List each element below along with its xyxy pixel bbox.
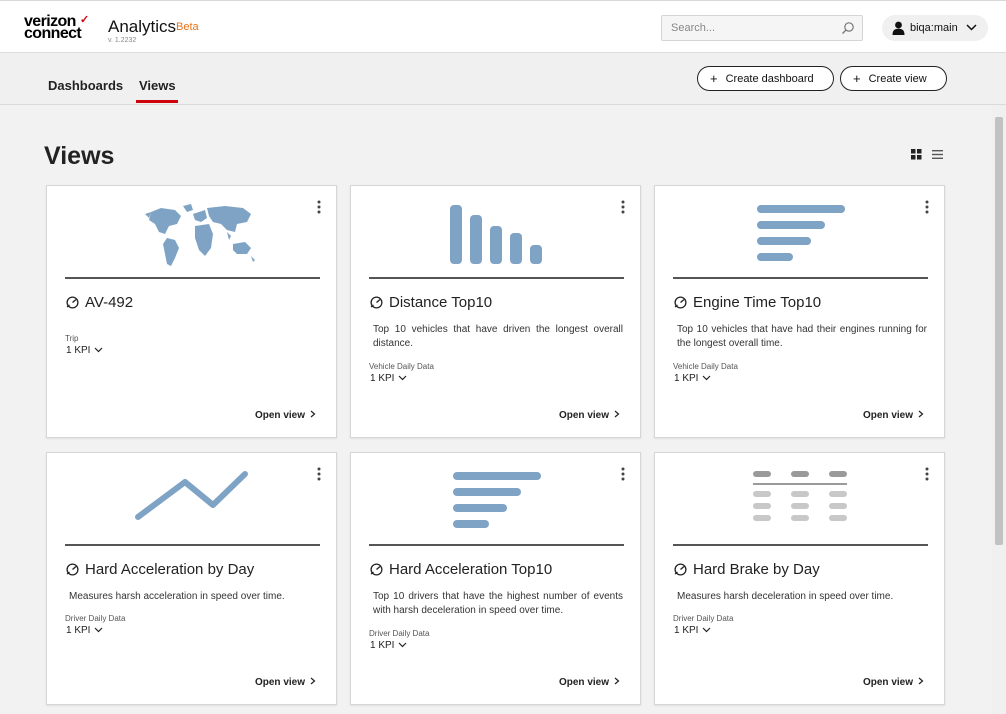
card-title: Hard Brake by Day [693,561,820,578]
person-icon [892,21,905,35]
more-options-icon[interactable] [316,200,322,214]
chevron-right-icon [614,410,620,418]
card-description: Top 10 drivers that have the highest num… [373,591,623,616]
kpi-dropdown[interactable]: 1 KPI [66,625,103,636]
view-card[interactable]: Engine Time Top10 Top 10 vehicles that h… [654,185,945,438]
world-map-illustration [145,204,255,266]
search-input[interactable] [662,16,838,40]
more-options-icon[interactable] [316,467,322,481]
horizontal-bars-illustration [453,472,541,528]
open-view-link[interactable]: Open view [863,410,924,421]
card-title: Hard Acceleration Top10 [389,561,553,578]
more-options-icon[interactable] [924,467,930,481]
chevron-down-icon [399,375,407,381]
card-description: Top 10 vehicles that have driven the lon… [373,324,623,349]
card-title: Distance Top10 [389,294,493,311]
page-scrollbar[interactable] [992,105,1006,714]
card-source: Vehicle Daily Data [369,362,434,371]
kpi-dropdown[interactable]: 1 KPI [674,373,711,384]
beta-badge: Beta [176,21,199,33]
search-icon[interactable] [841,21,855,35]
open-view-link[interactable]: Open view [863,677,924,688]
open-view-link[interactable]: Open view [559,677,620,688]
chevron-down-icon [703,375,711,381]
view-card[interactable]: Hard Acceleration by Day Measures harsh … [46,452,337,705]
kpi-dropdown[interactable]: 1 KPI [370,373,407,384]
plus-icon: + [710,71,718,86]
verizon-connect-logo[interactable]: verizon ✓ connect [24,13,90,42]
user-name: biqa:main [910,22,958,34]
gauge-icon [370,296,383,309]
card-divider [673,277,928,279]
bar-chart-illustration [450,205,542,264]
page-title: Views [44,142,115,170]
card-title: Engine Time Top10 [693,294,822,311]
horizontal-bars-illustration [757,205,845,261]
chevron-right-icon [310,677,316,685]
chevron-down-icon [966,24,977,31]
gauge-icon [66,296,79,309]
create-dashboard-button[interactable]: + Create dashboard [697,66,834,91]
chevron-down-icon [95,347,103,353]
line-chart-illustration [135,471,248,520]
chevron-down-icon [399,642,407,648]
tab-bar: Dashboards Views + Create dashboard + Cr… [0,53,1006,105]
chevron-right-icon [614,677,620,685]
card-title: AV-492 [85,294,134,311]
gauge-icon [370,563,383,576]
more-options-icon[interactable] [924,200,930,214]
gauge-icon [674,563,687,576]
gauge-icon [674,296,687,309]
chevron-right-icon [310,410,316,418]
open-view-link[interactable]: Open view [559,410,620,421]
card-description: Measures harsh deceleration in speed ove… [677,591,894,602]
chevron-right-icon [918,410,924,418]
card-source: Vehicle Daily Data [673,362,738,371]
card-source: Driver Daily Data [65,614,126,623]
card-description: Top 10 vehicles that have had their engi… [677,324,927,349]
view-card[interactable]: Hard Acceleration Top10 Top 10 drivers t… [350,452,641,705]
card-divider [369,544,624,546]
card-description: Measures harsh acceleration in speed ove… [69,591,285,602]
card-divider [369,277,624,279]
card-source: Driver Daily Data [369,629,430,638]
top-bar: verizon ✓ connect Analytics Beta v. 1.22… [0,0,1006,53]
card-divider [65,277,320,279]
card-source: Trip [65,334,79,343]
app-version: v. 1.2232 [108,37,137,44]
user-menu[interactable]: biqa:main [882,15,988,41]
active-tab-indicator [136,100,178,103]
more-options-icon[interactable] [620,200,626,214]
view-card[interactable]: Distance Top10 Top 10 vehicles that have… [350,185,641,438]
card-source: Driver Daily Data [673,614,734,623]
more-options-icon[interactable] [620,467,626,481]
tab-dashboards[interactable]: Dashboards [48,78,124,93]
app-title: Analytics [108,17,177,36]
view-card[interactable]: Hard Brake by Day Measures harsh deceler… [654,452,945,705]
chevron-down-icon [95,627,103,633]
tab-views[interactable]: Views [139,78,176,93]
card-title: Hard Acceleration by Day [85,561,255,578]
card-divider [673,544,928,546]
card-divider [65,544,320,546]
create-view-button[interactable]: + Create view [840,66,947,91]
chevron-right-icon [918,677,924,685]
kpi-dropdown[interactable]: 1 KPI [66,345,103,356]
open-view-link[interactable]: Open view [255,677,316,688]
kpi-dropdown[interactable]: 1 KPI [674,625,711,636]
view-card[interactable]: AV-492 Trip 1 KPI Open view [46,185,337,438]
scrollbar-thumb[interactable] [995,117,1003,545]
plus-icon: + [853,71,861,86]
grid-view-icon[interactable] [911,149,922,160]
chevron-down-icon [703,627,711,633]
search-box [661,15,863,41]
list-view-icon[interactable] [932,149,943,160]
open-view-link[interactable]: Open view [255,410,316,421]
kpi-dropdown[interactable]: 1 KPI [370,640,407,651]
table-illustration [753,471,847,521]
gauge-icon [66,563,79,576]
